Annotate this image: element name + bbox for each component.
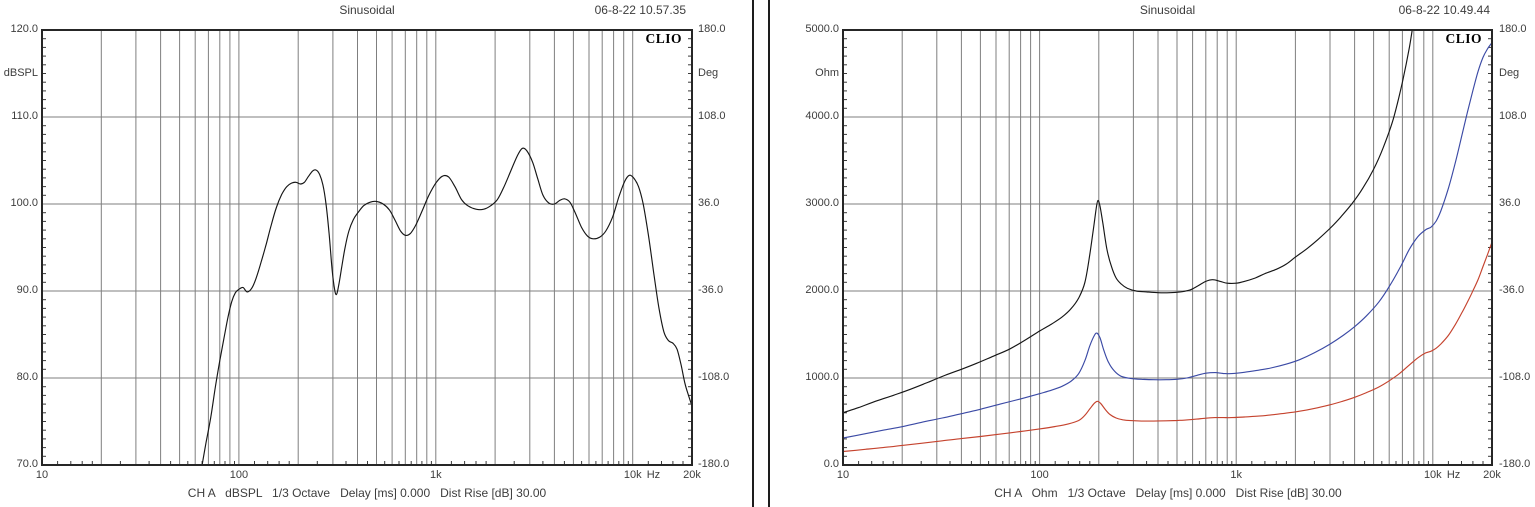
clio-logo: CLIO — [645, 31, 682, 46]
right-tick-label: 36.0 — [698, 197, 720, 209]
chart-footer: CH A dBSPL 1/3 Octave Delay [ms] 0.000 D… — [187, 486, 547, 500]
y-tick-label: 80.0 — [16, 371, 38, 383]
right-tick-label: -180.0 — [1499, 458, 1531, 470]
y-tick-label: 100.0 — [10, 197, 38, 209]
x-tick-label: 10k — [623, 469, 642, 481]
x-tick-label: 1k — [430, 469, 442, 481]
chart-footer: CH A Ohm 1/3 Octave Delay [ms] 0.000 Dis… — [994, 486, 1342, 500]
panel-divider-right-border — [768, 0, 770, 507]
right-axis-unit-label: Deg — [1499, 67, 1520, 79]
right-tick-label: -36.0 — [1499, 284, 1525, 296]
right-tick-label: 180.0 — [698, 23, 726, 35]
y-tick-label: 0.0 — [823, 458, 839, 470]
chart-timestamp: 06-8-22 10.57.35 — [594, 3, 686, 17]
y-tick-label: 3000.0 — [805, 197, 839, 209]
x-tick-label: 10k — [1423, 469, 1442, 481]
y-tick-label: 4000.0 — [805, 110, 839, 122]
chart-title: Sinusoidal — [339, 3, 395, 17]
chart-title: Sinusoidal — [1139, 3, 1196, 17]
right-tick-label: 108.0 — [1499, 110, 1527, 122]
y-tick-label: 1000.0 — [805, 371, 839, 383]
chart-timestamp: 06-8-22 10.49.44 — [1398, 3, 1490, 17]
clio-logo: CLIO — [1445, 31, 1482, 46]
right-axis-unit-label: Deg — [698, 67, 719, 79]
x-tick-label: 1k — [1230, 469, 1243, 481]
x-tick-label: 10 — [35, 469, 49, 481]
x-tick-label: 10 — [836, 469, 850, 481]
y-axis-unit-label: Ohm — [815, 67, 839, 79]
right-tick-label: -108.0 — [698, 371, 730, 383]
right-tick-label: -36.0 — [698, 284, 724, 296]
y-tick-label: 70.0 — [16, 458, 38, 470]
x-tick-label: 20k — [683, 469, 701, 481]
x-tick-label: 100 — [1030, 469, 1049, 481]
y-tick-label: 90.0 — [16, 284, 38, 296]
right-tick-label: -108.0 — [1499, 371, 1531, 383]
plot-area — [41, 29, 693, 466]
x-tick-label: 100 — [229, 469, 249, 481]
y-tick-label: 5000.0 — [805, 23, 839, 35]
plot-area — [842, 29, 1493, 466]
x-axis-unit-label: Hz — [1446, 469, 1461, 481]
y-tick-label: 110.0 — [11, 110, 38, 122]
y-tick-label: 120.0 — [10, 23, 38, 35]
right-tick-label: 180.0 — [1499, 23, 1527, 35]
right-tick-label: 36.0 — [1499, 197, 1521, 209]
right-tick-label: 108.0 — [698, 110, 726, 122]
y-axis-unit-label: dBSPL — [3, 67, 38, 79]
x-tick-label: 20k — [1483, 469, 1501, 481]
y-tick-label: 2000.0 — [805, 284, 839, 296]
right-tick-label: -180.0 — [698, 458, 730, 470]
panel-divider-left-border — [752, 0, 754, 507]
x-axis-unit-label: Hz — [646, 469, 661, 481]
